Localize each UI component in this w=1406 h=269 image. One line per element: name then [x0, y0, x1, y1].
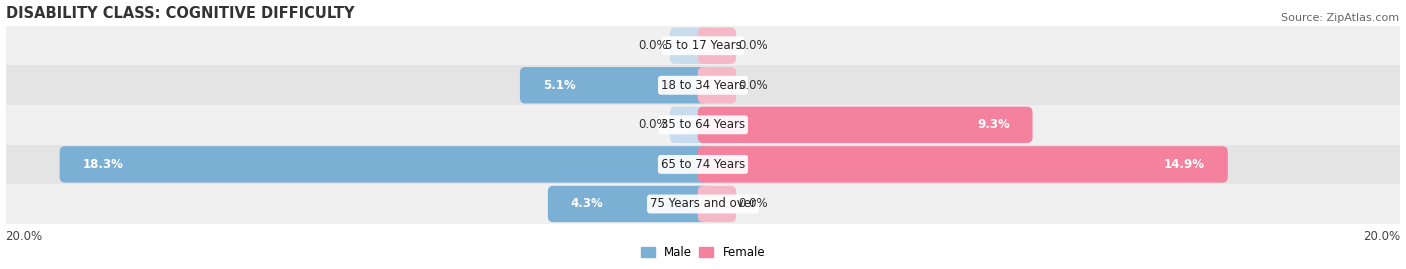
Text: Source: ZipAtlas.com: Source: ZipAtlas.com — [1281, 13, 1399, 23]
FancyBboxPatch shape — [697, 67, 737, 104]
Text: 0.0%: 0.0% — [738, 79, 768, 92]
Text: 14.9%: 14.9% — [1164, 158, 1205, 171]
FancyBboxPatch shape — [697, 27, 737, 64]
Text: 20.0%: 20.0% — [6, 230, 42, 243]
Bar — [6, 184, 1400, 224]
Text: 9.3%: 9.3% — [977, 118, 1010, 131]
Text: 65 to 74 Years: 65 to 74 Years — [661, 158, 745, 171]
Text: 18 to 34 Years: 18 to 34 Years — [661, 79, 745, 92]
FancyBboxPatch shape — [697, 146, 1227, 183]
Bar — [6, 65, 1400, 105]
Text: DISABILITY CLASS: COGNITIVE DIFFICULTY: DISABILITY CLASS: COGNITIVE DIFFICULTY — [6, 6, 354, 20]
Text: 0.0%: 0.0% — [738, 197, 768, 210]
Text: 35 to 64 Years: 35 to 64 Years — [661, 118, 745, 131]
Bar — [6, 145, 1400, 184]
Text: 4.3%: 4.3% — [571, 197, 603, 210]
Bar — [6, 26, 1400, 65]
Text: 20.0%: 20.0% — [1364, 230, 1400, 243]
FancyBboxPatch shape — [520, 67, 709, 104]
Text: 5 to 17 Years: 5 to 17 Years — [665, 39, 741, 52]
Text: 5.1%: 5.1% — [543, 79, 575, 92]
Bar — [6, 105, 1400, 145]
FancyBboxPatch shape — [697, 107, 1032, 143]
FancyBboxPatch shape — [669, 107, 709, 143]
Text: 0.0%: 0.0% — [638, 39, 668, 52]
Legend: Male, Female: Male, Female — [638, 244, 768, 261]
FancyBboxPatch shape — [59, 146, 709, 183]
FancyBboxPatch shape — [669, 27, 709, 64]
FancyBboxPatch shape — [697, 186, 737, 222]
Text: 75 Years and over: 75 Years and over — [650, 197, 756, 210]
Text: 18.3%: 18.3% — [83, 158, 124, 171]
Text: 0.0%: 0.0% — [638, 118, 668, 131]
FancyBboxPatch shape — [548, 186, 709, 222]
Text: 0.0%: 0.0% — [738, 39, 768, 52]
